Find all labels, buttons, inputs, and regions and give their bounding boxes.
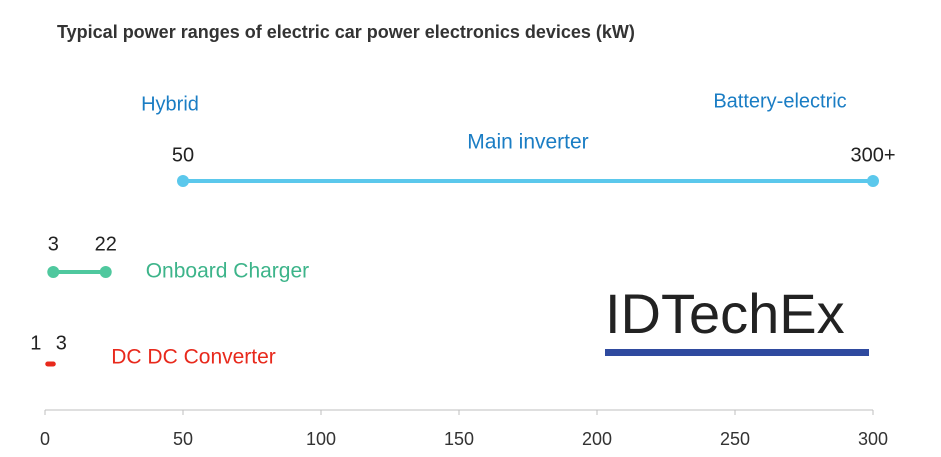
annotation: Hybrid: [141, 93, 199, 115]
logo-bar: [605, 349, 869, 356]
value-label: 50: [172, 144, 194, 166]
x-tick-label: 300: [858, 429, 888, 449]
range-end: [47, 266, 60, 278]
logo: IDTechEx: [605, 282, 845, 345]
value-label: 1: [30, 332, 41, 354]
chart-title: Typical power ranges of electric car pow…: [57, 22, 635, 42]
range-end: [99, 266, 112, 278]
x-tick-label: 0: [40, 429, 50, 449]
x-tick-label: 100: [306, 429, 336, 449]
x-tick-label: 200: [582, 429, 612, 449]
series-name: DC DC Converter: [111, 346, 276, 369]
series-name: Main inverter: [467, 131, 588, 154]
annotation: Battery-electric: [713, 90, 846, 112]
x-tick-label: 150: [444, 429, 474, 449]
x-tick-label: 250: [720, 429, 750, 449]
range-end: [867, 175, 879, 187]
series-name: Onboard Charger: [146, 260, 309, 283]
range-end: [177, 175, 189, 187]
value-label: 300+: [850, 144, 895, 166]
value-label: 3: [48, 233, 59, 255]
value-label: 3: [56, 332, 67, 354]
x-tick-label: 50: [173, 429, 193, 449]
value-label: 22: [95, 233, 117, 255]
